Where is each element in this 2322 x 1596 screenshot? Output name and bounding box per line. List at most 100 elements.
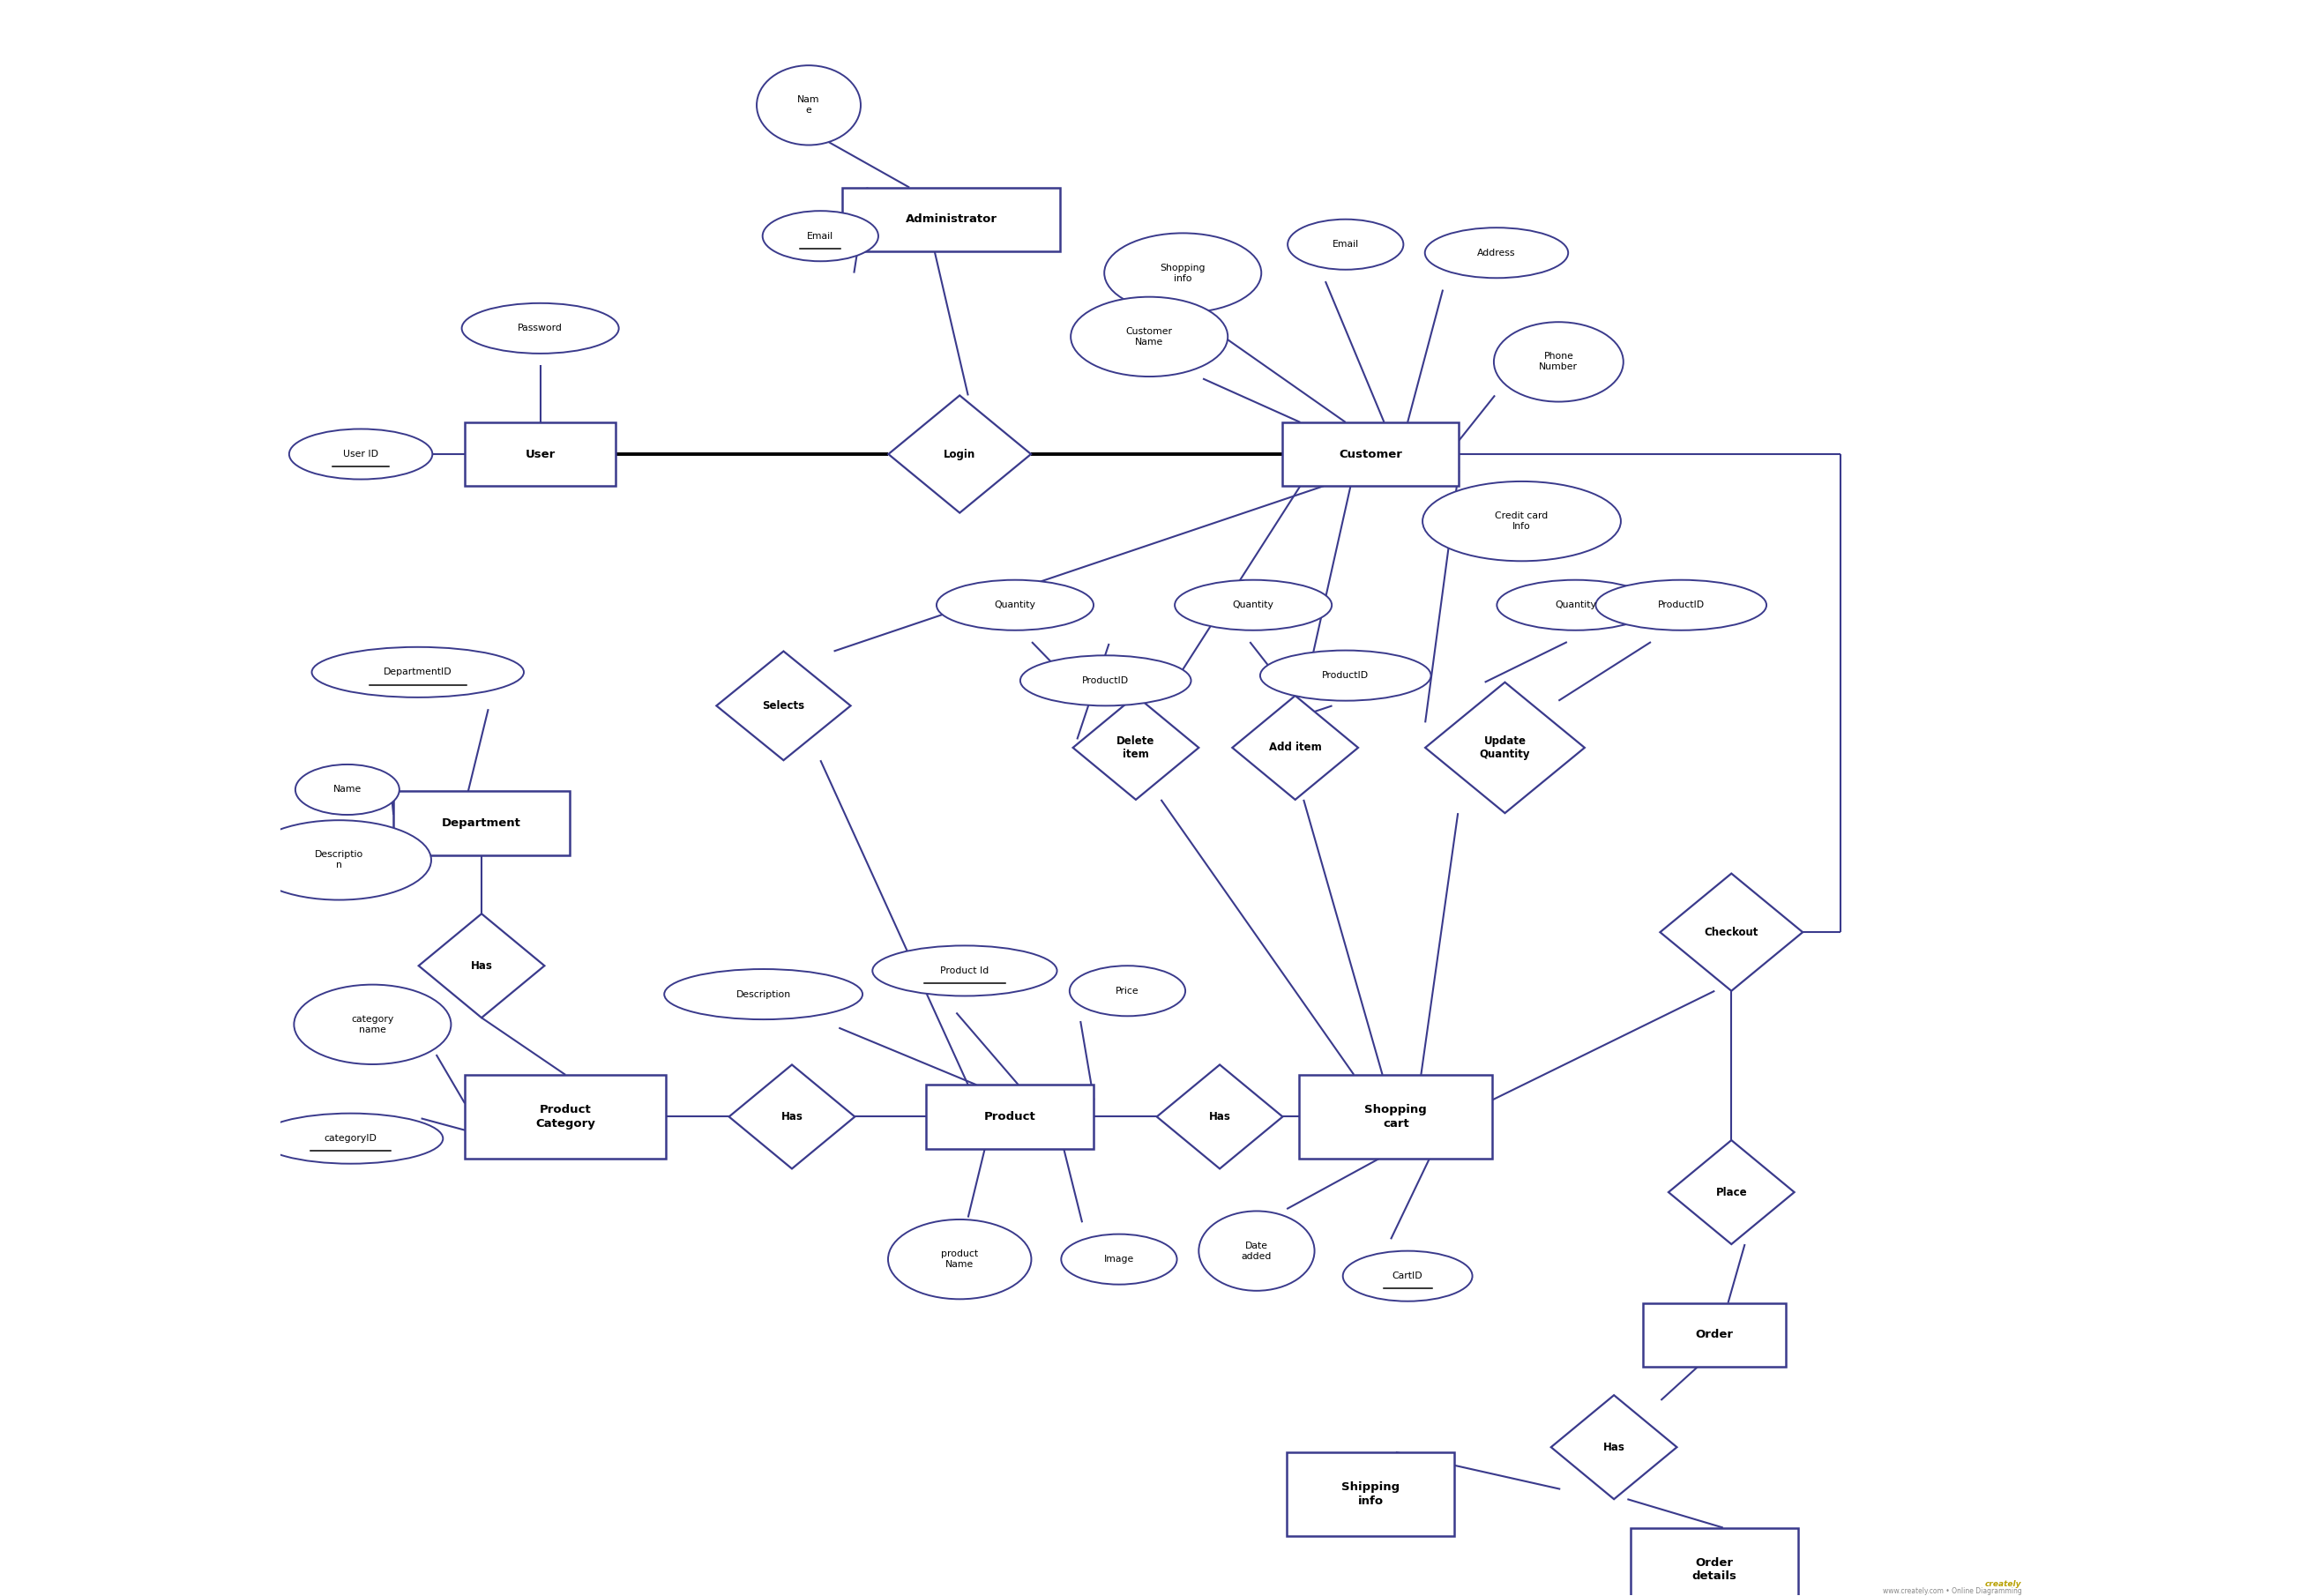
- Text: Description: Description: [736, 990, 792, 999]
- Text: Shopping
cart: Shopping cart: [1365, 1104, 1428, 1130]
- Bar: [392, 792, 569, 855]
- Polygon shape: [729, 1065, 854, 1168]
- Ellipse shape: [1289, 219, 1402, 270]
- Text: Quantity: Quantity: [1556, 600, 1595, 610]
- Ellipse shape: [1105, 233, 1261, 313]
- Ellipse shape: [290, 429, 432, 479]
- Ellipse shape: [295, 764, 399, 816]
- Bar: [464, 423, 615, 487]
- Ellipse shape: [873, 945, 1057, 996]
- Bar: [1300, 1074, 1493, 1159]
- Text: ProductID: ProductID: [1321, 672, 1370, 680]
- Polygon shape: [1233, 696, 1358, 800]
- Ellipse shape: [762, 211, 878, 262]
- Text: Name: Name: [332, 785, 362, 795]
- Polygon shape: [1073, 696, 1198, 800]
- Text: product
Name: product Name: [940, 1250, 978, 1269]
- Text: Credit card
Info: Credit card Info: [1495, 512, 1549, 531]
- Text: Email: Email: [808, 231, 834, 241]
- Polygon shape: [418, 915, 543, 1018]
- Text: Has: Has: [471, 961, 492, 972]
- Text: Has: Has: [1602, 1441, 1625, 1452]
- Bar: [926, 1085, 1094, 1149]
- Ellipse shape: [246, 820, 432, 900]
- Bar: [1644, 1302, 1786, 1366]
- Bar: [843, 187, 1061, 251]
- Ellipse shape: [1342, 1251, 1472, 1301]
- Text: User ID: User ID: [344, 450, 378, 458]
- Text: Address: Address: [1477, 249, 1516, 257]
- Bar: [464, 1074, 666, 1159]
- Text: ProductID: ProductID: [1658, 600, 1704, 610]
- Text: Customer: Customer: [1340, 448, 1402, 460]
- Text: Order
details: Order details: [1693, 1558, 1737, 1582]
- Text: Department: Department: [441, 817, 520, 828]
- Text: User: User: [525, 448, 555, 460]
- Ellipse shape: [936, 579, 1094, 630]
- Text: Quantity: Quantity: [1233, 600, 1275, 610]
- Text: Descriptio
n: Descriptio n: [313, 851, 362, 870]
- Polygon shape: [1660, 873, 1802, 991]
- Polygon shape: [1426, 681, 1584, 812]
- Text: category
name: category name: [351, 1015, 395, 1034]
- Text: Login: Login: [943, 448, 975, 460]
- Ellipse shape: [295, 985, 450, 1065]
- Text: Update
Quantity: Update Quantity: [1479, 736, 1530, 760]
- Ellipse shape: [1070, 966, 1184, 1017]
- Text: Customer
Name: Customer Name: [1126, 327, 1173, 346]
- Text: Product: Product: [985, 1111, 1036, 1122]
- Text: DepartmentID: DepartmentID: [383, 667, 453, 677]
- Ellipse shape: [1498, 579, 1653, 630]
- Text: Has: Has: [780, 1111, 803, 1122]
- Text: CartID: CartID: [1393, 1272, 1423, 1280]
- Polygon shape: [717, 651, 850, 760]
- Ellipse shape: [1019, 656, 1191, 705]
- Text: Product Id: Product Id: [940, 966, 989, 975]
- Text: Has: Has: [1210, 1111, 1231, 1122]
- Text: Checkout: Checkout: [1704, 926, 1758, 938]
- Text: Product
Category: Product Category: [536, 1104, 594, 1130]
- Ellipse shape: [1198, 1211, 1314, 1291]
- Text: creately: creately: [1985, 1580, 2022, 1588]
- Ellipse shape: [1493, 322, 1623, 402]
- Text: Password: Password: [518, 324, 562, 332]
- Polygon shape: [889, 396, 1031, 512]
- Text: Image: Image: [1103, 1254, 1133, 1264]
- Text: Shopping
info: Shopping info: [1161, 263, 1205, 282]
- Ellipse shape: [1595, 579, 1767, 630]
- Text: Shipping
info: Shipping info: [1342, 1481, 1400, 1507]
- Text: Quantity: Quantity: [994, 600, 1036, 610]
- Ellipse shape: [1061, 1234, 1177, 1285]
- Text: Phone
Number: Phone Number: [1539, 353, 1579, 372]
- Text: Add item: Add item: [1268, 742, 1321, 753]
- Text: www.creately.com • Online Diagramming: www.creately.com • Online Diagramming: [1883, 1586, 2022, 1594]
- Text: Email: Email: [1333, 239, 1358, 249]
- Text: Nam
e: Nam e: [796, 96, 820, 115]
- Text: Order: Order: [1695, 1329, 1735, 1341]
- Ellipse shape: [1175, 579, 1333, 630]
- Polygon shape: [1156, 1065, 1282, 1168]
- Ellipse shape: [258, 1114, 444, 1163]
- Text: Price: Price: [1115, 986, 1140, 996]
- Ellipse shape: [887, 1219, 1031, 1299]
- Ellipse shape: [1261, 651, 1430, 701]
- Ellipse shape: [757, 65, 861, 145]
- Bar: [1286, 1452, 1454, 1535]
- Text: categoryID: categoryID: [325, 1135, 376, 1143]
- Ellipse shape: [462, 303, 618, 353]
- Ellipse shape: [311, 646, 525, 697]
- Bar: [1630, 1527, 1800, 1596]
- Polygon shape: [1551, 1395, 1676, 1499]
- Ellipse shape: [1426, 228, 1567, 278]
- Text: Date
added: Date added: [1242, 1242, 1272, 1261]
- Text: Selects: Selects: [762, 701, 806, 712]
- Text: Place: Place: [1716, 1186, 1746, 1199]
- Text: ProductID: ProductID: [1082, 677, 1128, 685]
- Ellipse shape: [1070, 297, 1228, 377]
- Bar: [1282, 423, 1458, 487]
- Ellipse shape: [664, 969, 861, 1020]
- Polygon shape: [1670, 1140, 1795, 1245]
- Ellipse shape: [1423, 482, 1621, 562]
- Text: Administrator: Administrator: [906, 214, 996, 225]
- Text: Delete
item: Delete item: [1117, 736, 1154, 760]
